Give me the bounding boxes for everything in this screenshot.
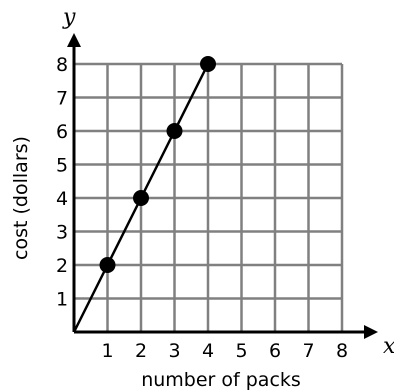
y-tick-label: 8 — [56, 54, 68, 76]
x-axis-arrow-icon — [364, 325, 378, 339]
y-tick-labels: 1 2 3 4 5 6 7 8 — [56, 54, 68, 311]
x-tick-label: 4 — [202, 340, 214, 362]
data-point — [133, 190, 149, 206]
x-axis-title: number of packs — [141, 369, 301, 391]
data-point — [166, 123, 183, 139]
y-axis-variable: y — [62, 5, 76, 30]
x-tick-label: 3 — [168, 340, 180, 362]
x-axis-variable: x — [383, 334, 394, 359]
x-tick-label: 6 — [269, 340, 281, 362]
x-tick-label: 8 — [336, 340, 348, 362]
x-tick-label: 1 — [101, 340, 113, 362]
y-tick-label: 6 — [56, 121, 68, 143]
data-point — [99, 257, 116, 273]
y-tick-label: 7 — [56, 88, 68, 110]
y-tick-label: 5 — [56, 155, 68, 177]
y-tick-label: 1 — [56, 289, 68, 311]
x-tick-label: 7 — [302, 340, 314, 362]
y-tick-label: 3 — [56, 222, 68, 244]
y-tick-label: 2 — [56, 255, 68, 277]
y-axis-arrow-icon — [67, 33, 81, 47]
x-tick-label: 2 — [135, 340, 147, 362]
grid — [74, 62, 344, 332]
series — [72, 56, 216, 333]
y-tick-label: 4 — [56, 188, 68, 210]
x-tick-label: 5 — [235, 340, 247, 362]
y-axis-title: cost (dollars) — [10, 136, 32, 260]
axes — [67, 33, 378, 339]
data-point — [200, 56, 216, 72]
